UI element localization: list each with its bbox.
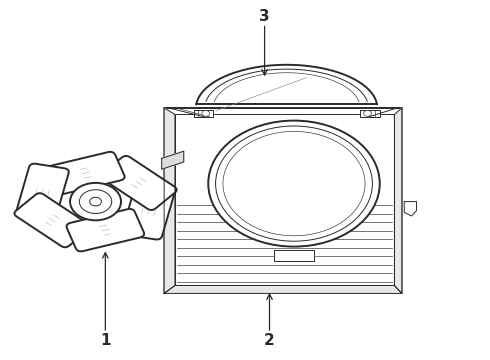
Text: 1: 1 xyxy=(100,333,111,348)
FancyBboxPatch shape xyxy=(14,193,90,247)
Polygon shape xyxy=(394,108,402,293)
Polygon shape xyxy=(360,110,380,117)
FancyBboxPatch shape xyxy=(47,152,124,194)
Polygon shape xyxy=(274,250,314,261)
Circle shape xyxy=(70,183,121,220)
Polygon shape xyxy=(162,151,184,169)
Circle shape xyxy=(90,197,101,206)
Polygon shape xyxy=(164,108,175,293)
Circle shape xyxy=(79,190,112,213)
Circle shape xyxy=(364,111,371,116)
Text: 2: 2 xyxy=(264,333,275,348)
FancyBboxPatch shape xyxy=(16,164,69,220)
Polygon shape xyxy=(164,285,402,293)
FancyBboxPatch shape xyxy=(67,209,144,251)
Text: 3: 3 xyxy=(259,9,270,24)
Polygon shape xyxy=(404,202,416,216)
Circle shape xyxy=(208,121,380,247)
Polygon shape xyxy=(164,108,402,293)
Polygon shape xyxy=(194,110,213,117)
FancyBboxPatch shape xyxy=(101,156,177,210)
FancyBboxPatch shape xyxy=(122,184,175,239)
Circle shape xyxy=(202,111,210,116)
